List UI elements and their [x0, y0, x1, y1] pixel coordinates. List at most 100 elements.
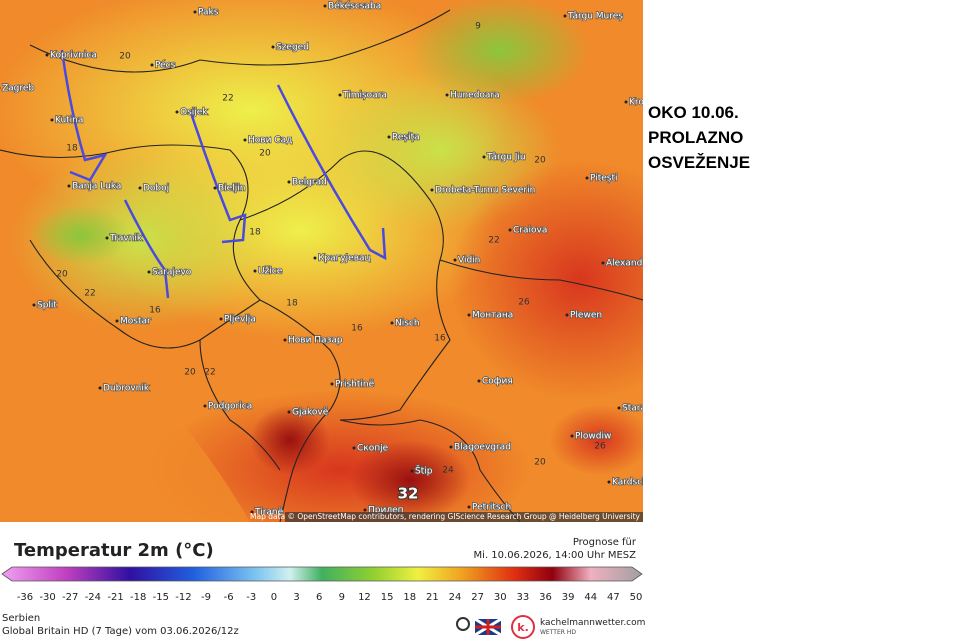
city-label: Tiranë [254, 508, 284, 518]
city-label: Скопје [357, 444, 389, 454]
city-label: Timișoara [342, 91, 387, 101]
city-label: Nisch [395, 319, 420, 329]
city-label: Travnik [109, 234, 143, 244]
annotation-line: OKO 10.06. [648, 103, 739, 122]
tick-label: 50 [630, 592, 643, 603]
border [239, 150, 451, 421]
city-dot [287, 410, 291, 414]
city-label: Craiova [513, 226, 547, 236]
city-dot [243, 138, 247, 142]
tick-label: -15 [153, 592, 169, 603]
city-label: Gjakovë [292, 408, 329, 418]
city-label: Blagoevgrad [454, 443, 511, 453]
city-label: Bieljin [218, 184, 245, 194]
city-label: Split [37, 301, 57, 311]
region: Serbien [2, 613, 41, 624]
tick-label: 47 [607, 592, 620, 603]
field [410, 0, 590, 105]
city-label: Petritsch [472, 503, 511, 513]
city-dot [624, 100, 628, 104]
city-label: Banja Luka [72, 182, 121, 192]
tick-label: 0 [271, 592, 277, 603]
field [350, 440, 470, 520]
city-dot [213, 186, 217, 190]
city-dot [287, 180, 291, 184]
map: Paks Békéscsaba Târgu Mureș Szeged Koprivnic… [0, 0, 643, 522]
city-label: Hunedoara [450, 91, 500, 101]
city-dot [138, 186, 142, 190]
legend-title: Temperatur 2m (°C) [14, 540, 214, 561]
city-dot [430, 188, 434, 192]
temperature-label: 22 [204, 368, 215, 378]
city-label: Pitești [590, 174, 618, 184]
border [29, 9, 451, 73]
city-label: Kro [629, 98, 643, 108]
tick-label: 18 [403, 592, 416, 603]
city-dot [508, 228, 512, 232]
city-label: Târgu Jiu [486, 153, 526, 163]
tick-label: 24 [449, 592, 462, 603]
city-dot [175, 110, 179, 114]
city-dot [283, 338, 287, 342]
city-label: Prishtinë [335, 380, 375, 390]
temperature-label: 20 [56, 270, 68, 280]
color-bar [1, 566, 643, 582]
temperature-label: 32 [398, 485, 419, 503]
city-dot [219, 317, 223, 321]
temperature-label: 16 [149, 306, 161, 316]
city-dot [271, 45, 275, 49]
temperature-label: 20 [184, 368, 196, 378]
trough-line [123, 199, 170, 299]
city-dot [193, 10, 197, 14]
city-label: Plewen [570, 311, 602, 321]
city-dot [32, 303, 36, 307]
city-dot [98, 386, 102, 390]
city-label: Dubrovnik [103, 384, 150, 394]
city-label: Zagreb [2, 84, 34, 94]
city-dot [477, 379, 481, 383]
logos: k. [456, 615, 535, 639]
city-dot [363, 508, 367, 512]
city-dot [453, 258, 457, 262]
annotation-line: PROLAZNO [648, 128, 744, 147]
field [30, 205, 130, 265]
city-label: Drobeta-Turnu Severin [435, 186, 535, 196]
temperature-label: 20 [119, 52, 131, 62]
tick-label: 21 [426, 592, 439, 603]
city-dot [67, 184, 71, 188]
city-dot [253, 269, 257, 273]
city-dot [565, 313, 569, 317]
annotation-line: OSVEŽENJE [648, 153, 751, 172]
city-label: Монтана [472, 311, 513, 321]
attribution-bg [285, 512, 643, 522]
tick-label: 36 [539, 592, 552, 603]
temperature-label: 18 [286, 299, 298, 309]
city-dot [387, 135, 391, 139]
ticks: -36 -30 -27 -24 -21 -18 -15 -12 -9 -6 -3 0 3 6 9 12 15 18… [17, 592, 643, 603]
border [29, 239, 261, 349]
border [199, 339, 281, 471]
temperature-label: 18 [66, 144, 78, 154]
city-label: Koprivnica [50, 51, 97, 61]
field [10, 150, 270, 330]
city-label: Vidin [458, 256, 480, 266]
city-label: Нови Сад [248, 136, 292, 146]
labels: Paks Békéscsaba Târgu Mureș Szeged Koprivnic… [0, 0, 643, 518]
trough-line [188, 109, 247, 244]
temperature-label: 22 [84, 289, 95, 299]
city-label: Крагујевац [318, 254, 371, 264]
tick-label: -27 [62, 592, 78, 603]
city-dot [115, 319, 119, 323]
attribution: Map data © OpenStreetMap contributors, r… [250, 512, 641, 521]
city-dot [563, 14, 567, 18]
city-label: Štip [415, 465, 433, 477]
city-dot [570, 434, 574, 438]
city-dot [467, 505, 471, 509]
city-label: Reșița [392, 133, 420, 143]
tick-label: 6 [316, 592, 322, 603]
city-label: Plowdiw [575, 432, 611, 442]
site-logo [511, 615, 535, 639]
temperature-label: 16 [434, 334, 446, 344]
city-label: Osijek [180, 108, 208, 118]
